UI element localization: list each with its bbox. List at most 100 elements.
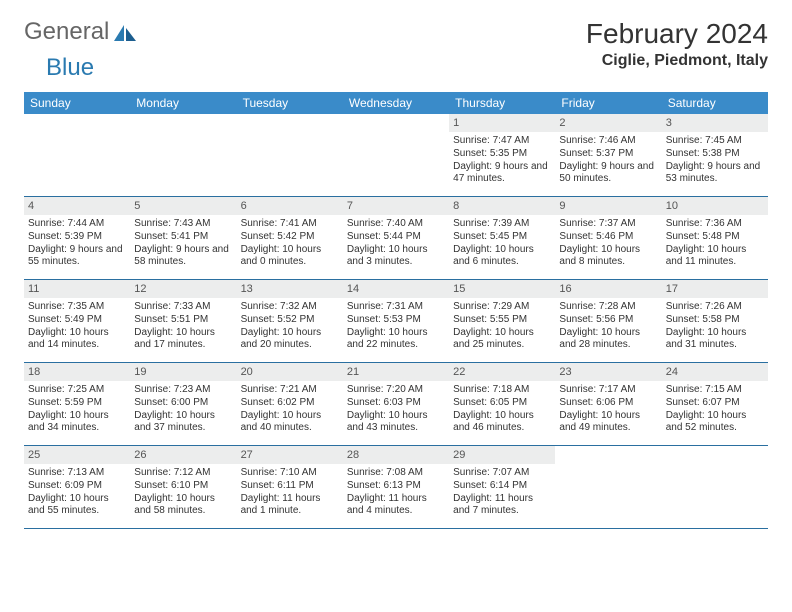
day-header-cell: Saturday (662, 92, 768, 114)
day-number: 19 (130, 363, 236, 381)
day-header-cell: Wednesday (343, 92, 449, 114)
day-number (24, 114, 130, 132)
daylight-line: Daylight: 10 hours and 58 minutes. (134, 493, 232, 519)
day-number (343, 114, 449, 132)
day-header-cell: Friday (555, 92, 661, 114)
sunrise-line: Sunrise: 7:12 AM (134, 467, 232, 480)
calendar-week-row: 25Sunrise: 7:13 AMSunset: 6:09 PMDayligh… (24, 446, 768, 529)
sunset-line: Sunset: 5:38 PM (666, 148, 764, 161)
day-number: 15 (449, 280, 555, 298)
day-number: 14 (343, 280, 449, 298)
brand-part2: Blue (46, 54, 94, 82)
calendar-cell: 10Sunrise: 7:36 AMSunset: 5:48 PMDayligh… (662, 197, 768, 279)
sunrise-line: Sunrise: 7:39 AM (453, 218, 551, 231)
daylight-line: Daylight: 10 hours and 11 minutes. (666, 244, 764, 270)
sunrise-line: Sunrise: 7:31 AM (347, 301, 445, 314)
daylight-line: Daylight: 10 hours and 40 minutes. (241, 410, 339, 436)
sunrise-line: Sunrise: 7:17 AM (559, 384, 657, 397)
month-title: February 2024 (586, 18, 768, 50)
calendar-cell: 26Sunrise: 7:12 AMSunset: 6:10 PMDayligh… (130, 446, 236, 528)
day-number: 4 (24, 197, 130, 215)
day-number: 1 (449, 114, 555, 132)
sunrise-line: Sunrise: 7:23 AM (134, 384, 232, 397)
day-number: 24 (662, 363, 768, 381)
daylight-line: Daylight: 10 hours and 37 minutes. (134, 410, 232, 436)
daylight-line: Daylight: 10 hours and 0 minutes. (241, 244, 339, 270)
sail-icon (114, 24, 136, 42)
sunset-line: Sunset: 5:45 PM (453, 231, 551, 244)
calendar-cell (662, 446, 768, 528)
day-number: 8 (449, 197, 555, 215)
sunset-line: Sunset: 6:11 PM (241, 480, 339, 493)
daylight-line: Daylight: 11 hours and 4 minutes. (347, 493, 445, 519)
daylight-line: Daylight: 10 hours and 46 minutes. (453, 410, 551, 436)
sunset-line: Sunset: 6:13 PM (347, 480, 445, 493)
day-number: 12 (130, 280, 236, 298)
calendar-cell: 16 Sunrise: 7:28 AMSunset: 5:56 PMDayligh… (555, 280, 661, 362)
sunset-line: Sunset: 5:56 PM (559, 314, 657, 327)
day-header-cell: Sunday (24, 92, 130, 114)
sunset-line: Sunset: 5:44 PM (347, 231, 445, 244)
daylight-line: Daylight: 9 hours and 53 minutes. (666, 161, 764, 187)
sunrise-line: Sunrise: 7:37 AM (559, 218, 657, 231)
day-header-cell: Monday (130, 92, 236, 114)
calendar-cell (24, 114, 130, 196)
daylight-line: Daylight: 10 hours and 43 minutes. (347, 410, 445, 436)
day-number: 21 (343, 363, 449, 381)
day-number: 16 (555, 280, 661, 298)
title-block: February 2024 Ciglie, Piedmont, Italy (586, 18, 768, 70)
daylight-line: Daylight: 10 hours and 6 minutes. (453, 244, 551, 270)
sunrise-line: Sunrise: 7:15 AM (666, 384, 764, 397)
day-number (555, 446, 661, 464)
brand-part1: General (24, 18, 109, 46)
calendar-cell: 29Sunrise: 7:07 AMSunset: 6:14 PMDayligh… (449, 446, 555, 528)
sunrise-line: Sunrise: 7:35 AM (28, 301, 126, 314)
sunset-line: Sunset: 5:52 PM (241, 314, 339, 327)
calendar-cell: 3Sunrise: 7:45 AMSunset: 5:38 PMDaylight… (662, 114, 768, 196)
day-number (237, 114, 343, 132)
day-header-cell: Thursday (449, 92, 555, 114)
day-number: 25 (24, 446, 130, 464)
daylight-line: Daylight: 11 hours and 7 minutes. (453, 493, 551, 519)
sunrise-line: Sunrise: 7:43 AM (134, 218, 232, 231)
sunset-line: Sunset: 5:46 PM (559, 231, 657, 244)
day-number: 7 (343, 197, 449, 215)
daylight-line: Daylight: 10 hours and 28 minutes. (559, 327, 657, 353)
sunset-line: Sunset: 6:07 PM (666, 397, 764, 410)
calendar-cell (237, 114, 343, 196)
calendar-day-header: SundayMondayTuesdayWednesdayThursdayFrid… (24, 92, 768, 114)
calendar-cell: 2Sunrise: 7:46 AMSunset: 5:37 PMDaylight… (555, 114, 661, 196)
daylight-line: Daylight: 10 hours and 52 minutes. (666, 410, 764, 436)
calendar-cell: 6Sunrise: 7:41 AMSunset: 5:42 PMDaylight… (237, 197, 343, 279)
calendar-cell (343, 114, 449, 196)
calendar-cell: 25Sunrise: 7:13 AMSunset: 6:09 PMDayligh… (24, 446, 130, 528)
calendar-cell (555, 446, 661, 528)
day-number: 28 (343, 446, 449, 464)
calendar-week-row: 11 Sunrise: 7:35 AMSunset: 5:49 PM Dayligh… (24, 280, 768, 363)
calendar-cell: 28 Sunrise: 7:08 AMSunset: 6:13 PMDayligh… (343, 446, 449, 528)
sunrise-line: Sunrise: 7:28 AM (559, 301, 657, 314)
sunrise-line: Sunrise: 7:36 AM (666, 218, 764, 231)
calendar-cell: 19Sunrise: 7:23 AMSunset: 6:00 PMDayligh… (130, 363, 236, 445)
day-number (662, 446, 768, 464)
sunset-line: Sunset: 5:42 PM (241, 231, 339, 244)
sunrise-line: Sunrise: 7:29 AM (453, 301, 551, 314)
daylight-line: Daylight: 9 hours and 50 minutes. (559, 161, 657, 187)
sunset-line: Sunset: 5:49 PM (28, 314, 126, 327)
sunset-line: Sunset: 5:41 PM (134, 231, 232, 244)
day-number: 11 (24, 280, 130, 298)
day-number: 27 (237, 446, 343, 464)
day-number: 3 (662, 114, 768, 132)
day-number: 17 (662, 280, 768, 298)
calendar-cell: 24 Sunrise: 7:15 AMSunset: 6:07 PMDayligh… (662, 363, 768, 445)
sunrise-line: Sunrise: 7:10 AM (241, 467, 339, 480)
sunset-line: Sunset: 6:05 PM (453, 397, 551, 410)
daylight-line: Daylight: 10 hours and 17 minutes. (134, 327, 232, 353)
brand-logo: General (24, 18, 138, 46)
sunset-line: Sunset: 5:53 PM (347, 314, 445, 327)
day-number: 23 (555, 363, 661, 381)
calendar-cell: 17Sunrise: 7:26 AMSunset: 5:58 PMDayligh… (662, 280, 768, 362)
calendar-cell: 13Sunrise: 7:32 AMSunset: 5:52 PMDayligh… (237, 280, 343, 362)
sunrise-line: Sunrise: 7:08 AM (347, 467, 445, 480)
location: Ciglie, Piedmont, Italy (586, 52, 768, 70)
